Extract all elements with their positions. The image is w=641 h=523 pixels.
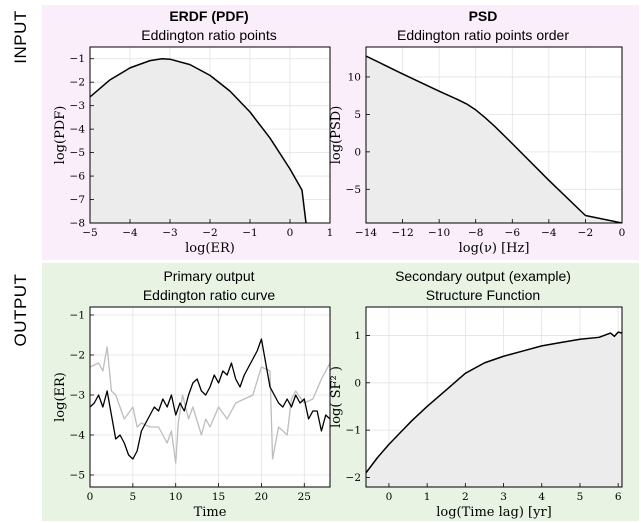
data-group xyxy=(90,338,330,464)
x-tick-label: 0 xyxy=(619,227,626,239)
x-tick-label: 1 xyxy=(327,227,334,239)
x-axis-label: log(ν) [Hz] xyxy=(459,241,530,256)
y-axis-label: log( SF² ) xyxy=(329,366,344,428)
erdf-subtitle: Eddington ratio points xyxy=(141,27,276,43)
area-fill xyxy=(366,332,622,487)
y-tick-label: −7 xyxy=(70,194,85,206)
series-line-0 xyxy=(90,346,330,464)
y-tick-label: −3 xyxy=(70,390,85,402)
axes-frame xyxy=(365,46,623,224)
x-axis-label: log(ER) xyxy=(185,241,235,256)
erdf-title: ERDF (PDF) xyxy=(169,8,248,24)
x-tick-label: −1 xyxy=(242,227,257,239)
y-tick-label: −2 xyxy=(70,77,85,89)
sf-title: Secondary output (example) xyxy=(395,268,571,284)
x-tick-label: −2 xyxy=(202,227,217,239)
erdf-chart: −5 −4 −3 −2 −1 0 1 −8 −7 −6 −5 −4 −3 −2 −1 log(ER) log(P… xyxy=(53,46,334,256)
psd-subtitle: Eddington ratio points order xyxy=(397,27,569,43)
x-tick-label: 5 xyxy=(577,491,584,503)
y-tick-label: −1 xyxy=(70,310,85,322)
x-tick-label: −12 xyxy=(391,227,413,239)
area-fill xyxy=(366,55,622,223)
y-axis-label: log(ER) xyxy=(53,372,68,422)
x-tick-label: −10 xyxy=(428,227,450,239)
er-curve-title: Primary output xyxy=(163,268,254,284)
y-tick-label: −3 xyxy=(70,100,85,112)
y-tick-label: −4 xyxy=(70,124,86,136)
x-tick-label: −5 xyxy=(82,227,97,239)
data-line xyxy=(366,331,622,474)
x-axis-label: Time xyxy=(194,505,227,520)
axes-frame xyxy=(89,306,331,488)
y-tick-label: −5 xyxy=(70,147,85,159)
y-tick-label: 0 xyxy=(354,146,361,158)
y-tick-label: 0 xyxy=(354,377,361,389)
y-tick-label: −2 xyxy=(70,350,85,362)
data-group xyxy=(366,55,622,223)
y-tick-label: −1 xyxy=(70,53,85,65)
data-group xyxy=(90,57,307,223)
y-tick-label: −2 xyxy=(346,472,361,484)
x-tick-label: −3 xyxy=(162,227,177,239)
x-tick-label: 25 xyxy=(298,491,311,503)
er-curve-subtitle: Eddington ratio curve xyxy=(143,287,276,303)
x-tick-label: −2 xyxy=(578,227,593,239)
psd-title: PSD xyxy=(469,8,498,24)
axes-frame xyxy=(365,306,623,488)
data-line xyxy=(366,55,622,223)
plot-background xyxy=(90,307,330,487)
y-tick-label: 1 xyxy=(354,330,361,342)
structure-function-chart: 0 1 2 3 4 5 6 −2 −1 0 1 log(Time lag) [yr] log( SF² … xyxy=(329,306,623,520)
er-curve-chart: 0 5 10 15 20 25 −5 −4 −3 −2 −1 Time log(ER) xyxy=(53,306,331,520)
x-tick-label: −6 xyxy=(505,227,521,239)
x-tick-label: 0 xyxy=(287,227,294,239)
y-tick-label: −5 xyxy=(70,470,85,482)
area-fill xyxy=(90,58,306,223)
x-tick-label: 0 xyxy=(87,491,94,503)
data-group xyxy=(366,331,622,487)
x-tick-label: 1 xyxy=(424,491,431,503)
psd-chart: −14 −12 −10 −8 −6 −4 −2 0 −5 0 5 10 log(ν) [Hz] log(P… xyxy=(329,46,626,256)
y-axis-label: log(PSD) xyxy=(329,106,344,165)
y-tick-label: −8 xyxy=(70,218,85,230)
x-tick-label: 5 xyxy=(130,491,137,503)
data-line xyxy=(90,57,307,223)
x-tick-label: 6 xyxy=(615,491,622,503)
x-axis-label: log(Time lag) [yr] xyxy=(436,505,552,520)
x-tick-label: 10 xyxy=(169,491,182,503)
x-tick-label: −8 xyxy=(468,227,483,239)
x-tick-label: 4 xyxy=(538,491,545,503)
x-tick-label: 2 xyxy=(462,491,469,503)
y-tick-label: −6 xyxy=(70,171,86,183)
y-axis-label: log(PDF) xyxy=(53,106,68,165)
y-tick-label: 5 xyxy=(354,109,361,121)
y-tick-label: 10 xyxy=(348,71,361,83)
x-tick-label: 20 xyxy=(255,491,268,503)
input-section-label: INPUT xyxy=(11,10,30,64)
sf-subtitle: Structure Function xyxy=(426,287,540,303)
series-line-1 xyxy=(90,338,330,460)
y-tick-label: −5 xyxy=(346,184,361,196)
y-tick-label: −1 xyxy=(346,425,361,437)
x-tick-label: −4 xyxy=(541,227,557,239)
output-section-label: OUTPUT xyxy=(11,274,30,347)
x-tick-label: −14 xyxy=(355,227,377,239)
x-tick-label: 3 xyxy=(500,491,507,503)
x-tick-label: −4 xyxy=(122,227,138,239)
x-tick-label: 15 xyxy=(212,491,225,503)
y-tick-label: −4 xyxy=(70,430,86,442)
x-tick-label: 0 xyxy=(386,491,393,503)
